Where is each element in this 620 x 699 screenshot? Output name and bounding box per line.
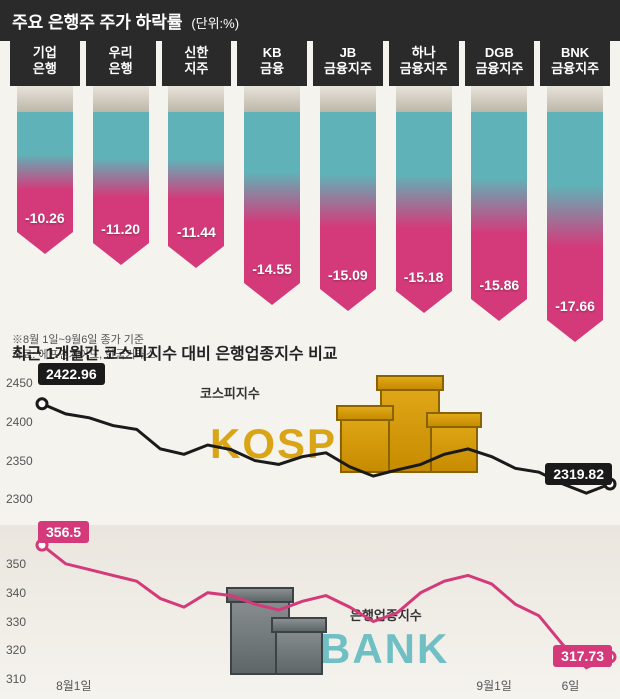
bank-start-pill: 356.5 [38, 521, 89, 543]
xlabel: 6일 [562, 677, 580, 694]
arrow-shaft: -15.09 [320, 112, 376, 290]
arrow-col-2: 신한지주 -11.44 [162, 41, 232, 342]
kospi-start-pill: 2422.96 [38, 363, 105, 385]
arrow-head-icon [471, 299, 527, 321]
arrow-head-icon [320, 289, 376, 311]
line-section-title: 최근 1개월간 코스피지수 대비 은행업종지수 비교 [12, 340, 338, 364]
bank-end-pill: 317.73 [553, 645, 612, 667]
marker-start [37, 399, 47, 409]
xlabel: 9월1일 [476, 677, 511, 694]
ytick: 2450 [6, 376, 33, 390]
arrow-shoulder [471, 86, 527, 112]
arrow-body: -15.86 [471, 86, 527, 321]
bank-line-svg [0, 525, 620, 695]
arrow-value: -15.18 [404, 269, 444, 285]
arrow-col-1: 우리은행 -11.20 [86, 41, 156, 342]
chart-title-bar: 주요 은행주 주가 하락률 (단위:%) [0, 0, 620, 41]
arrow-col-5: 하나금융지주 -15.18 [389, 41, 459, 342]
arrow-body: -10.26 [17, 86, 73, 254]
arrow-value: -15.86 [480, 277, 520, 293]
ytick: 340 [6, 586, 26, 600]
arrow-shoulder [547, 86, 603, 112]
arrow-shoulder [93, 86, 149, 112]
arrow-shoulder [396, 86, 452, 112]
arrow-col-3: KB금융 -14.55 [237, 41, 307, 342]
ytick: 330 [6, 615, 26, 629]
arrow-value: -11.20 [101, 221, 140, 237]
arrow-label: 우리은행 [86, 41, 156, 86]
arrow-value: -10.26 [25, 210, 65, 226]
arrow-value: -11.44 [177, 224, 216, 240]
arrows-section: 기업은행 -10.26 우리은행 -11.20 신한지주 -11.44 KB금융 [0, 41, 620, 371]
arrow-shaft: -14.55 [244, 112, 300, 283]
arrow-shaft: -17.66 [547, 112, 603, 321]
arrow-shaft: -15.86 [471, 112, 527, 299]
arrow-value: -15.09 [328, 267, 368, 283]
kospi-line-svg [0, 365, 620, 525]
chart-title: 주요 은행주 주가 하락률 [12, 13, 183, 32]
arrow-value: -17.66 [555, 298, 595, 314]
arrow-value: -14.55 [252, 261, 292, 277]
arrow-col-7: BNK금융지주 -17.66 [540, 41, 610, 342]
arrow-head-icon [547, 320, 603, 342]
arrow-shaft: -11.44 [168, 112, 224, 246]
kospi-chart: KOSPI 코스피지수 2450240023502300 2422.96 231… [0, 365, 620, 525]
ytick: 350 [6, 557, 26, 571]
arrow-label: KB금융 [237, 41, 307, 86]
arrow-shoulder [244, 86, 300, 112]
arrow-label: JB금융지주 [313, 41, 383, 86]
arrow-head-icon [17, 232, 73, 254]
arrow-shaft: -10.26 [17, 112, 73, 232]
arrow-shaft: -15.18 [396, 112, 452, 291]
xlabel: 8월1일 [56, 677, 91, 694]
arrow-body: -15.09 [320, 86, 376, 312]
arrow-body: -14.55 [244, 86, 300, 305]
arrow-shoulder [168, 86, 224, 112]
arrow-head-icon [168, 246, 224, 268]
arrow-label: BNK금융지주 [540, 41, 610, 86]
arrow-body: -15.18 [396, 86, 452, 313]
arrow-label: 신한지주 [162, 41, 232, 86]
ytick: 2350 [6, 454, 33, 468]
ytick: 310 [6, 672, 26, 686]
series-path [42, 545, 610, 668]
arrow-head-icon [396, 291, 452, 313]
ytick: 2400 [6, 415, 33, 429]
arrow-body: -17.66 [547, 86, 603, 343]
ytick: 320 [6, 643, 26, 657]
series-path [42, 404, 610, 493]
arrow-label: DGB금융지주 [465, 41, 535, 86]
arrow-head-icon [244, 283, 300, 305]
arrow-body: -11.44 [168, 86, 224, 268]
chart-unit: (단위:%) [191, 16, 239, 31]
arrow-body: -11.20 [93, 86, 149, 265]
arrow-shaft: -11.20 [93, 112, 149, 243]
arrow-head-icon [93, 243, 149, 265]
bank-chart: BANK 은행업종지수 350340330320310 356.5 317.73… [0, 525, 620, 695]
arrow-col-0: 기업은행 -10.26 [10, 41, 80, 342]
kospi-end-pill: 2319.82 [545, 463, 612, 485]
ytick: 2300 [6, 492, 33, 506]
arrow-label: 하나금융지주 [389, 41, 459, 86]
arrow-col-4: JB금융지주 -15.09 [313, 41, 383, 342]
arrows-row: 기업은행 -10.26 우리은행 -11.20 신한지주 -11.44 KB금융 [10, 41, 610, 342]
arrow-label: 기업은행 [10, 41, 80, 86]
arrow-col-6: DGB금융지주 -15.86 [465, 41, 535, 342]
arrow-shoulder [17, 86, 73, 112]
arrow-shoulder [320, 86, 376, 112]
